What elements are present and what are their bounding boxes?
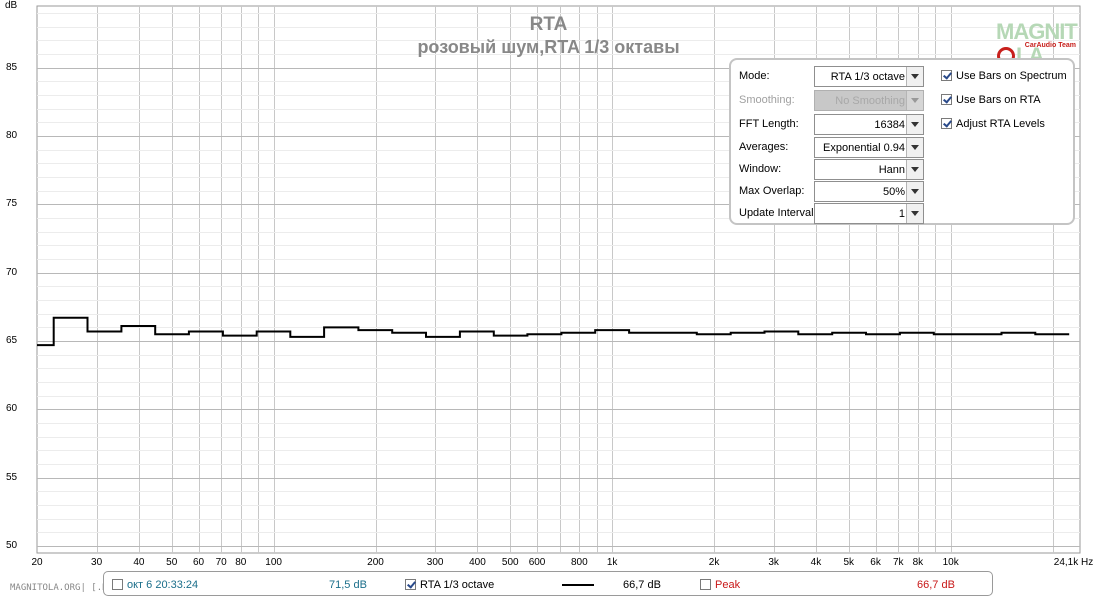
x-tick-label: 70 (215, 557, 227, 568)
averages-label: Averages: (739, 141, 789, 153)
x-tick-label: 50 (166, 557, 178, 568)
chevron-down-icon[interactable] (906, 182, 923, 201)
max-overlap-row: Max Overlap: 50% (739, 181, 929, 202)
chevron-down-icon (906, 91, 923, 110)
y-tick-label: 75 (6, 198, 18, 209)
max-overlap-value: 50% (882, 186, 905, 198)
logo-subtitle: CarAudio Team (1024, 42, 1076, 49)
update-interval-select[interactable]: 1 (814, 203, 924, 224)
mode-select[interactable]: RTA 1/3 octave (814, 66, 924, 87)
adjust-rta-levels-checkbox[interactable]: Adjust RTA Levels (941, 118, 1045, 134)
legend-peak-value: 66,7 dB (917, 579, 955, 591)
x-tick-label: 3k (768, 557, 779, 568)
x-tick-label: 5k (843, 557, 855, 568)
window-row: Window: Hann (739, 159, 929, 180)
y-tick-label: 60 (6, 403, 18, 414)
x-tick-label: 2k (708, 557, 720, 568)
legend-peak-entry[interactable]: Peak (700, 579, 740, 591)
averages-value: Exponential 0.94 (823, 142, 905, 154)
checkbox-checked-icon[interactable] (941, 70, 952, 81)
x-tick-label: 100 (265, 557, 282, 568)
smoothing-select: No Smoothing (814, 90, 924, 111)
smoothing-value: No Smoothing (835, 95, 905, 107)
x-axis-unit: Hz (1081, 557, 1094, 568)
rta-series-line (37, 316, 1070, 347)
legend-series-swatch (562, 584, 594, 586)
x-tick-label: 400 (469, 557, 486, 568)
fft-length-label: FFT Length: (739, 118, 799, 130)
smoothing-row: Smoothing: No Smoothing (739, 90, 929, 111)
legend-cursor-value: 71,5 dB (329, 579, 367, 591)
legend-timestamp-entry[interactable]: окт 6 20:33:24 (112, 579, 198, 591)
x-tick-label: 200 (367, 557, 384, 568)
x-tick-label: 60 (192, 557, 205, 568)
mode-row: Mode: RTA 1/3 octave (739, 66, 929, 87)
x-tick-label: 80 (235, 557, 247, 568)
y-tick-label: 70 (6, 267, 18, 278)
max-overlap-select[interactable]: 50% (814, 181, 924, 202)
x-tick-label: 24,1k (1053, 557, 1079, 568)
use-bars-spectrum-label: Use Bars on Spectrum (956, 70, 1067, 82)
chart-title: RTA (529, 14, 568, 35)
x-tick-label: 4k (810, 557, 822, 568)
y-tick-label: 85 (6, 62, 18, 73)
fft-length-row: FFT Length: 16384 (739, 114, 929, 135)
legend-series-label: RTA 1/3 octave (420, 579, 495, 591)
x-tick-label: 20 (31, 557, 43, 568)
x-tick-label: 500 (501, 557, 519, 568)
legend-bar: окт 6 20:33:24 71,5 dB RTA 1/3 octave 66… (103, 571, 993, 596)
checkbox-unchecked-icon[interactable] (112, 579, 123, 590)
adjust-rta-levels-label: Adjust RTA Levels (956, 118, 1045, 130)
x-tick-label: 6k (870, 557, 881, 568)
legend-peak-label: Peak (715, 579, 741, 591)
chevron-down-icon[interactable] (906, 115, 923, 134)
use-bars-rta-checkbox[interactable]: Use Bars on RTA (941, 94, 1041, 110)
magnitola-logo: MAGNITLA CarAudio Team (996, 20, 1080, 68)
legend-timestamp: окт 6 20:33:24 (127, 579, 199, 591)
y-tick-label: 65 (6, 335, 18, 346)
mode-label: Mode: (739, 70, 770, 82)
x-tick-label: 1k (606, 557, 618, 568)
checkbox-checked-icon[interactable] (941, 118, 952, 129)
window-select[interactable]: Hann (814, 159, 924, 180)
update-interval-row: Update Interval: 1 (739, 203, 929, 224)
checkbox-checked-icon[interactable] (941, 94, 952, 105)
chevron-down-icon[interactable] (906, 204, 923, 223)
x-tick-label: 40 (133, 557, 145, 568)
checkbox-checked-icon[interactable] (405, 579, 416, 590)
x-tick-label: 8k (912, 557, 924, 568)
x-tick-label: 600 (528, 557, 546, 568)
smoothing-label: Smoothing: (739, 94, 795, 106)
use-bars-spectrum-checkbox[interactable]: Use Bars on Spectrum (941, 70, 1067, 86)
chevron-down-icon[interactable] (906, 138, 923, 157)
fft-length-value: 16384 (874, 119, 905, 131)
legend-series-entry[interactable]: RTA 1/3 octave (405, 579, 494, 591)
legend-series-value: 66,7 dB (623, 579, 661, 591)
chevron-down-icon[interactable] (906, 160, 923, 179)
window-label: Window: (739, 163, 782, 175)
x-tick-label: 10k (942, 557, 959, 568)
y-tick-label: 50 (6, 540, 18, 551)
averages-row: Averages: Exponential 0.94 (739, 137, 929, 158)
watermark-text: MAGNITOLA.ORG| [.RU] [.NET] (10, 583, 157, 593)
y-tick-label: 55 (6, 472, 18, 483)
x-tick-label: 300 (426, 557, 444, 568)
mode-value: RTA 1/3 octave (830, 71, 905, 83)
max-overlap-label: Max Overlap: (739, 185, 805, 197)
y-axis-unit: dB (5, 0, 18, 11)
checkbox-unchecked-icon[interactable] (700, 579, 711, 590)
window-value: Hann (878, 164, 905, 176)
update-interval-value: 1 (898, 208, 905, 220)
y-tick-label: 80 (6, 130, 18, 141)
update-interval-label: Update Interval: (739, 207, 817, 219)
x-tick-label: 7k (892, 557, 904, 568)
use-bars-rta-label: Use Bars on RTA (956, 94, 1041, 106)
rta-settings-panel: Mode: RTA 1/3 octave Smoothing: No Smoot… (729, 58, 1075, 225)
chevron-down-icon[interactable] (906, 67, 923, 86)
x-tick-label: 800 (570, 557, 588, 568)
averages-select[interactable]: Exponential 0.94 (814, 137, 924, 158)
chart-subtitle: розовый шум,RTA 1/3 октавы (417, 37, 680, 57)
fft-length-select[interactable]: 16384 (814, 114, 924, 135)
x-tick-label: 30 (91, 557, 103, 568)
